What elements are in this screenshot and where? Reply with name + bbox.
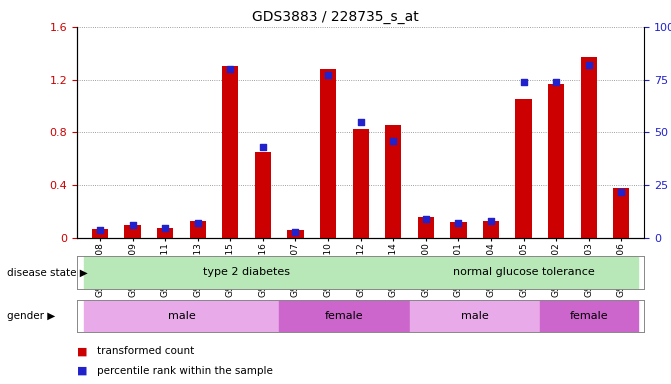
Text: gender ▶: gender ▶ — [7, 311, 55, 321]
Text: disease state ▶: disease state ▶ — [7, 267, 87, 278]
Point — [616, 189, 627, 195]
Point — [388, 138, 399, 144]
Text: female: female — [570, 311, 608, 321]
Point — [453, 220, 464, 227]
Point — [290, 228, 301, 235]
Bar — [409, 256, 637, 289]
Bar — [287, 230, 304, 238]
Bar — [190, 221, 206, 238]
Text: male: male — [461, 311, 488, 321]
Text: percentile rank within the sample: percentile rank within the sample — [97, 366, 273, 376]
Point — [551, 79, 562, 85]
Point — [518, 79, 529, 85]
Bar — [84, 256, 409, 289]
Bar — [515, 99, 531, 238]
Bar — [540, 300, 637, 332]
Bar — [255, 152, 271, 238]
Bar — [320, 69, 336, 238]
Bar — [352, 129, 369, 238]
Text: transformed count: transformed count — [97, 346, 195, 356]
Bar — [222, 66, 238, 238]
Point — [225, 66, 236, 72]
Text: ■: ■ — [77, 346, 88, 356]
Point — [356, 119, 366, 125]
Point — [583, 62, 594, 68]
Text: ■: ■ — [77, 366, 88, 376]
Bar — [92, 229, 108, 238]
Point — [127, 222, 138, 228]
Bar — [385, 124, 401, 238]
Point — [193, 220, 203, 227]
Point — [258, 144, 268, 150]
Text: female: female — [325, 311, 364, 321]
Point — [421, 216, 431, 222]
Bar — [417, 217, 434, 238]
Point — [95, 227, 105, 233]
Bar — [279, 300, 409, 332]
Text: male: male — [168, 311, 195, 321]
Text: GDS3883 / 228735_s_at: GDS3883 / 228735_s_at — [252, 10, 419, 23]
Bar — [157, 227, 173, 238]
Text: type 2 diabetes: type 2 diabetes — [203, 267, 290, 278]
Bar — [84, 300, 279, 332]
Text: normal glucose tolerance: normal glucose tolerance — [453, 267, 595, 278]
Point — [160, 224, 170, 230]
Bar — [124, 225, 141, 238]
Bar — [450, 222, 466, 238]
Bar — [548, 84, 564, 238]
Bar — [580, 57, 597, 238]
Bar — [483, 221, 499, 238]
Bar — [409, 300, 540, 332]
Point — [486, 218, 497, 224]
Point — [323, 72, 333, 78]
Bar — [613, 188, 629, 238]
